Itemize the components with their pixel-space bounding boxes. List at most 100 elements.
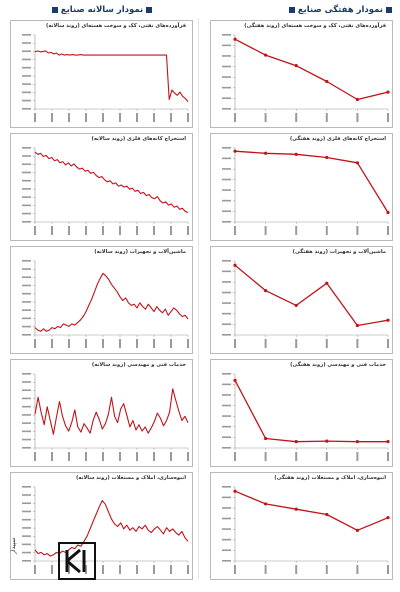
x-tick-label-glyph — [136, 226, 138, 235]
data-point — [233, 263, 237, 267]
x-tick-label-glyph — [85, 452, 87, 461]
y-tick-label-glyph — [22, 284, 31, 287]
chart-svg — [222, 486, 390, 574]
y-tick-label-glyph — [222, 560, 231, 562]
x-tick-label-glyph — [325, 565, 328, 574]
y-tick-label-glyph — [22, 317, 31, 320]
x-tick-label-glyph — [387, 339, 389, 348]
chart-panel-weekly-2: استخراج کانه‌های فلزی (روند هفتگی) — [210, 133, 393, 241]
y-tick-label-glyph — [222, 157, 231, 160]
data-point — [233, 489, 237, 493]
x-tick-label-glyph — [136, 452, 138, 461]
chart-title: استخراج کانه‌های فلزی (روند هفتگی) — [289, 136, 386, 142]
x-tick-label-glyph — [295, 452, 298, 461]
chart-title: انبوه‌سازی، املاک و مستغلات (روند هفتگی) — [274, 475, 386, 481]
chart-panel-yearly-4: خدمات فنی و مهندسی (روند سالانه) — [10, 359, 193, 467]
x-tick-label-glyph — [387, 226, 389, 235]
y-tick-label-glyph — [222, 436, 231, 439]
chart-panel-yearly-3: ماشین‌آلات و تجهیزات (روند سالانه) — [10, 246, 193, 354]
data-point — [386, 318, 390, 322]
x-tick-label-glyph — [170, 452, 172, 461]
chart-svg — [22, 34, 189, 122]
y-tick-label-glyph — [222, 496, 231, 499]
y-tick-label-glyph — [22, 381, 31, 383]
x-tick-label-glyph — [234, 452, 236, 461]
x-tick-label-glyph — [102, 339, 104, 348]
y-tick-label-glyph — [22, 260, 31, 262]
chart-svg — [22, 373, 189, 461]
x-tick-label-glyph — [387, 452, 389, 461]
y-tick-label-glyph — [22, 560, 31, 562]
chart-panel-yearly-2: استخراج کانه‌های فلزی (روند سالانه) — [10, 133, 193, 241]
y-tick-label-glyph — [222, 323, 231, 326]
square-bullet-icon — [146, 7, 153, 13]
chart-svg — [222, 147, 390, 235]
x-tick-label-glyph — [153, 226, 155, 235]
y-tick-label-glyph — [22, 42, 31, 44]
y-tick-label-glyph — [22, 99, 31, 102]
series-line — [234, 264, 389, 327]
weekly-header-text: نمودار هفتگی صنایع — [297, 5, 383, 15]
x-tick-label-glyph — [153, 452, 155, 461]
x-tick-label-glyph — [387, 565, 389, 574]
x-tick-label-glyph — [85, 339, 87, 348]
x-tick-label-glyph — [68, 226, 70, 235]
x-tick-label-glyph — [187, 226, 189, 235]
y-tick-label-glyph — [22, 430, 31, 433]
series-line — [234, 150, 389, 213]
data-point — [264, 151, 268, 155]
x-tick-label-glyph — [187, 452, 189, 461]
y-tick-label-glyph — [22, 188, 31, 190]
y-tick-label-glyph — [222, 447, 231, 449]
y-tick-label-glyph — [222, 373, 231, 375]
x-tick-label-glyph — [153, 113, 155, 122]
x-tick-label-glyph — [68, 452, 70, 461]
x-tick-label-glyph — [102, 565, 104, 574]
y-tick-label-glyph — [22, 268, 31, 270]
x-tick-label-glyph — [34, 452, 36, 461]
y-tick-label-glyph — [22, 91, 31, 94]
y-tick-label-glyph — [22, 147, 31, 149]
chart-svg — [22, 260, 189, 348]
y-tick-label-glyph — [222, 221, 231, 223]
x-tick-label-glyph — [295, 113, 298, 122]
y-tick-label-glyph — [22, 527, 31, 529]
chart-svg — [222, 34, 390, 122]
x-tick-label-glyph — [170, 113, 172, 122]
y-tick-label-glyph — [22, 535, 31, 537]
x-tick-label-glyph — [170, 339, 172, 348]
x-tick-label-glyph — [325, 452, 328, 461]
data-point — [325, 155, 329, 160]
y-tick-label-glyph — [22, 179, 31, 182]
x-tick-label-glyph — [51, 565, 53, 574]
y-tick-label-glyph — [222, 486, 231, 488]
series-line — [34, 272, 189, 332]
chart-svg — [22, 486, 189, 574]
x-tick-label-glyph — [234, 113, 236, 122]
x-tick-label-glyph — [102, 452, 104, 461]
x-tick-label-glyph — [325, 226, 328, 235]
x-tick-label-glyph — [295, 226, 298, 235]
x-tick-label-glyph — [102, 113, 104, 122]
x-tick-label-glyph — [264, 113, 267, 122]
x-tick-label-glyph — [102, 226, 104, 235]
chart-svg — [22, 147, 189, 235]
series-line — [234, 379, 388, 443]
square-bullet-icon — [288, 7, 295, 13]
series-line — [34, 151, 189, 214]
x-tick-label-glyph — [51, 113, 53, 122]
x-tick-label-glyph — [187, 339, 189, 348]
x-tick-label-glyph — [136, 565, 138, 574]
chart-title: فرآورده‌های نفتی، کک و سوخت هسته‌ای (رون… — [244, 23, 386, 29]
data-point — [233, 378, 237, 382]
y-tick-label-glyph — [222, 538, 231, 541]
y-tick-label-glyph — [22, 309, 31, 311]
weekly-column-header: نمودار هفتگی صنایع — [210, 3, 395, 17]
x-tick-label-glyph — [295, 565, 298, 574]
y-tick-label-glyph — [222, 86, 231, 89]
x-tick-label-glyph — [234, 226, 236, 235]
logo-text: سپیدار — [10, 537, 17, 554]
x-tick-label-glyph — [68, 339, 70, 348]
y-tick-label-glyph — [22, 276, 31, 279]
chart-title: فرآورده‌های نفتی، کک و سوخت هسته‌ای (رون… — [45, 23, 186, 29]
